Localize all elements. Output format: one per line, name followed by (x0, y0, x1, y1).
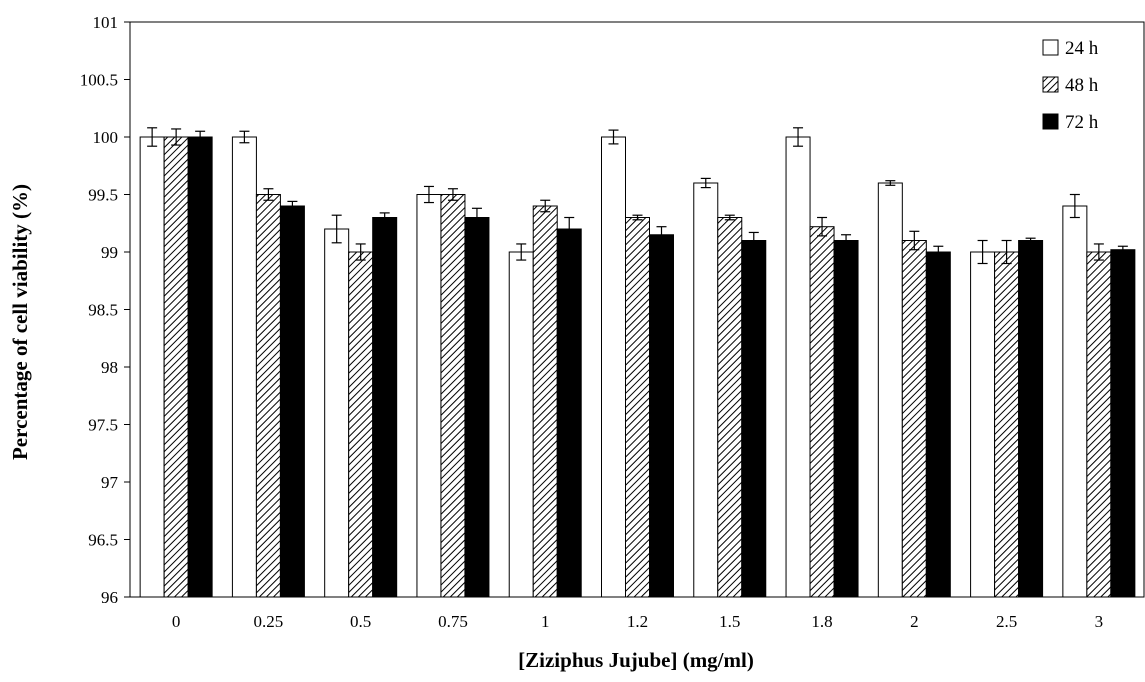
bar-72h-2 (925, 251, 951, 598)
bar-24h-1.2 (601, 136, 626, 598)
bar-48h-0.75 (440, 194, 466, 598)
bar-24h-2 (877, 182, 903, 598)
bar-24h-0.5 (324, 228, 350, 598)
bar-24h-2.5 (970, 251, 996, 598)
bar-72h-1.2 (649, 234, 674, 598)
y-tick-label: 99.5 (88, 186, 118, 205)
y-tick-label: 97.5 (88, 416, 118, 435)
y-tick-label: 100 (93, 128, 119, 147)
bar-48h-3 (1086, 251, 1112, 598)
bar-48h-0 (163, 136, 189, 598)
y-axis-ticks: 96 96.5 97 97.5 98 98.5 99 99.5 100 100.5 101 (80, 13, 130, 607)
error-bars (147, 127, 1128, 265)
bar-48h-1.5 (717, 217, 743, 598)
legend-swatch-72h (1042, 113, 1059, 130)
x-axis-title: [Ziziphus Jujube] (mg/ml) (518, 648, 754, 672)
x-tick-label: 1.8 (811, 612, 832, 631)
bar-48h-0.5 (348, 251, 374, 598)
bar-24h-0.25 (231, 136, 257, 598)
bar-48h-0.25 (255, 194, 281, 598)
y-tick-label: 98 (101, 358, 118, 377)
bar-72h-3 (1110, 249, 1136, 598)
bar-72h-0.5 (372, 217, 398, 598)
bar-72h-1 (556, 228, 582, 598)
x-tick-label: 0 (172, 612, 181, 631)
y-tick-label: 96.5 (88, 531, 118, 550)
y-tick-label: 101 (93, 13, 119, 32)
legend-label: 48 h (1065, 75, 1099, 96)
bar-48h-2 (901, 240, 927, 598)
legend-swatch-24h (1042, 39, 1059, 56)
bar-72h-0 (187, 136, 213, 598)
legend-label: 72 h (1065, 112, 1099, 133)
y-axis-title: Percentage of cell viability (%) (8, 184, 32, 460)
bar-24h-1 (508, 251, 534, 598)
y-tick-label: 98.5 (88, 301, 118, 320)
bar-48h-1.8 (809, 226, 835, 598)
legend-swatch-48h (1042, 76, 1059, 93)
y-tick-label: 96 (101, 588, 118, 607)
bar-72h-1.5 (741, 240, 767, 598)
bar-24h-1.8 (785, 136, 811, 598)
bar-24h-0.75 (416, 194, 442, 598)
bar-72h-2.5 (1018, 240, 1044, 598)
bar-72h-0.25 (279, 205, 305, 598)
legend-label: 24 h (1065, 38, 1099, 59)
bar-72h-0.75 (464, 217, 490, 598)
x-axis-ticks: 0 0.25 0.5 0.75 1 1.2 1.5 1.8 2 2.5 3 (172, 612, 1103, 631)
bar-24h-0 (139, 136, 165, 598)
x-tick-label: 2 (910, 612, 919, 631)
x-tick-label: 1.2 (627, 612, 648, 631)
x-tick-label: 0.25 (254, 612, 284, 631)
x-tick-label: 0.5 (350, 612, 371, 631)
legend: 24 h 48 h 72 h (1042, 38, 1099, 133)
bar-48h-2.5 (994, 251, 1020, 598)
bar-48h-1.2 (625, 217, 650, 598)
y-tick-label: 99 (101, 243, 118, 262)
x-tick-label: 0.75 (438, 612, 468, 631)
bar-24h-1.5 (693, 182, 719, 598)
bar-24h-3 (1062, 205, 1088, 598)
x-tick-label: 2.5 (996, 612, 1017, 631)
bars (139, 136, 1136, 598)
y-tick-label: 100.5 (80, 71, 118, 90)
y-tick-label: 97 (101, 473, 119, 492)
x-tick-label: 1.5 (719, 612, 740, 631)
bar-48h-1 (532, 205, 558, 598)
x-tick-label: 1 (541, 612, 550, 631)
x-tick-label: 3 (1095, 612, 1104, 631)
bar-72h-1.8 (833, 240, 859, 598)
